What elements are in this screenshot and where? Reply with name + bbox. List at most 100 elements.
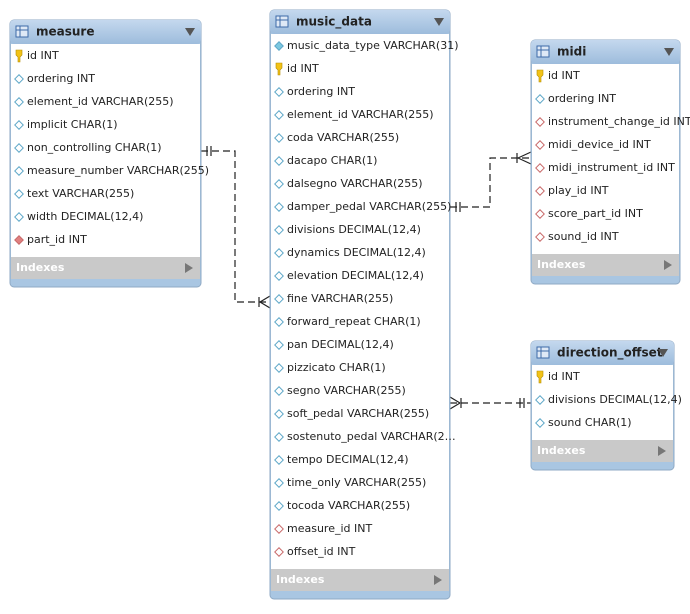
column-icon (274, 179, 284, 189)
key-icon (15, 49, 23, 63)
table-icon-lines (537, 46, 549, 57)
collapse-arrow (434, 18, 444, 26)
column-name: tocoda VARCHAR(255) (287, 499, 410, 512)
table-icon (15, 25, 29, 38)
column-name: measure_number VARCHAR(255) (27, 164, 209, 177)
column-name: elevation DECIMAL(12,4) (287, 269, 424, 282)
column-name: midi_device_id INT (548, 138, 651, 151)
column-name: ordering INT (287, 85, 355, 98)
relation-symbol (455, 151, 532, 212)
column-icon (274, 409, 284, 419)
column-name: score_part_id INT (548, 207, 643, 220)
table-header (10, 20, 201, 44)
key-icon (275, 62, 283, 76)
column-icon (535, 117, 545, 127)
table-title: direction_offset (557, 346, 663, 361)
column-icon (14, 189, 24, 199)
column-name: soft_pedal VARCHAR(255) (287, 407, 429, 420)
relation-symbol (449, 396, 525, 410)
column-icon (274, 87, 284, 97)
column-icon (535, 186, 545, 196)
column-name: id INT (548, 370, 580, 383)
table-body (532, 64, 679, 254)
column-icon (274, 41, 284, 51)
column-icon (535, 94, 545, 104)
column-icon (274, 248, 284, 258)
column-name: non_controlling CHAR(1) (27, 141, 162, 154)
column-icon (274, 133, 284, 143)
column-icon (274, 501, 284, 511)
relation-symbol (206, 146, 271, 309)
expand-arrow (658, 446, 666, 456)
collapse-arrow (664, 48, 674, 56)
column-name: instrument_change_id INT (548, 115, 690, 128)
column-icon (274, 110, 284, 120)
indexes-bar (11, 257, 200, 279)
column-icon (14, 212, 24, 222)
indexes-label: Indexes (537, 444, 586, 457)
column-name: dalsegno VARCHAR(255) (287, 177, 423, 190)
table-body (11, 44, 200, 257)
column-icon (274, 455, 284, 465)
column-name: sostenuto_pedal VARCHAR(2… (287, 430, 456, 443)
indexes-label: Indexes (16, 261, 65, 274)
connectors (201, 146, 532, 410)
key-icon (536, 69, 544, 83)
column-name: music_data_type VARCHAR(31) (287, 39, 459, 52)
collapse-arrow (185, 28, 195, 36)
column-name: divisions DECIMAL(12,4) (548, 393, 682, 406)
indexes-bar (271, 569, 449, 591)
table: midi id INT ordering INT instrument_change_… (530, 39, 690, 285)
column-icon (274, 363, 284, 373)
column-icon (274, 156, 284, 166)
table-title: midi (557, 45, 586, 59)
table-header (270, 10, 450, 34)
table-title: measure (36, 25, 94, 39)
column-name: dynamics DECIMAL(12,4) (287, 246, 426, 259)
column-icon (274, 317, 284, 327)
column-name: measure_id INT (287, 522, 372, 535)
column-icon (274, 524, 284, 534)
column-name: id INT (548, 69, 580, 82)
column-icon (274, 294, 284, 304)
column-name: play_id INT (548, 184, 609, 197)
column-name: damper_pedal VARCHAR(255) (287, 200, 451, 213)
key-icon (536, 370, 544, 384)
column-name: tempo DECIMAL(12,4) (287, 453, 409, 466)
column-icon (274, 432, 284, 442)
column-name: width DECIMAL(12,4) (27, 210, 143, 223)
column-icon (14, 166, 24, 176)
table-header (531, 40, 680, 64)
column-icon (274, 478, 284, 488)
indexes-label: Indexes (537, 258, 586, 271)
expand-arrow (664, 260, 672, 270)
table-icon (536, 45, 550, 58)
column-name: dacapo CHAR(1) (287, 154, 377, 167)
column-icon (274, 271, 284, 281)
relation-line (450, 157, 531, 208)
column-name: part_id INT (27, 233, 87, 246)
column-icon (274, 547, 284, 557)
column-name: segno VARCHAR(255) (287, 384, 406, 397)
collapse-arrow (658, 349, 668, 357)
column-icon (535, 395, 545, 405)
table-icon (536, 346, 550, 359)
column-icon (274, 225, 284, 235)
relation-line (201, 150, 270, 303)
column-name: element_id VARCHAR(255) (27, 95, 174, 108)
column-name: implicit CHAR(1) (27, 118, 117, 131)
column-name: ordering INT (27, 72, 95, 85)
table-body (532, 365, 673, 440)
table-header (531, 341, 674, 365)
column-icon (535, 163, 545, 173)
column-name: id INT (27, 49, 59, 62)
column-name: sound CHAR(1) (548, 416, 632, 429)
column-icon (14, 143, 24, 153)
indexes-bar (532, 254, 679, 276)
column-name: divisions DECIMAL(12,4) (287, 223, 421, 236)
column-icon (14, 235, 24, 245)
column-icon (14, 74, 24, 84)
